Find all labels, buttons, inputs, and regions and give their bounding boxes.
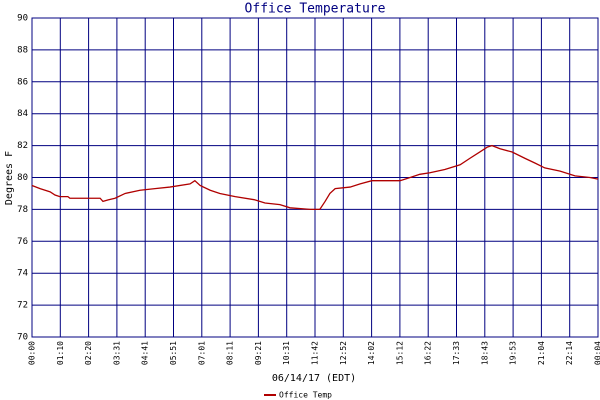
x-tick-label: 10:31 — [282, 341, 291, 365]
x-tick-label: 14:02 — [367, 341, 376, 365]
y-tick-label: 82 — [17, 141, 28, 151]
y-tick-label: 80 — [17, 173, 28, 183]
x-tick-label: 21:04 — [537, 341, 546, 365]
y-tick-label: 86 — [17, 77, 28, 87]
x-tick-label: 03:31 — [112, 341, 121, 365]
x-tick-label: 07:01 — [197, 341, 206, 365]
x-tick-label: 16:22 — [424, 341, 433, 365]
y-tick-label: 90 — [17, 14, 28, 24]
x-tick-label: 17:33 — [452, 341, 461, 365]
data-line — [31, 144, 599, 211]
x-tick-label: 15:12 — [395, 341, 404, 365]
x-tick-label: 12:52 — [339, 341, 348, 365]
y-tick-label: 84 — [17, 109, 28, 119]
x-tick-label: 00:04 — [594, 341, 600, 365]
x-tick-label: 08:11 — [226, 341, 235, 365]
y-tick-label: 72 — [17, 301, 28, 311]
chart-title: Office Temperature — [245, 2, 386, 17]
x-tick-label: 04:41 — [141, 341, 150, 365]
x-tick-label: 09:21 — [254, 341, 263, 365]
y-tick-label: 76 — [17, 237, 28, 247]
x-tick-label: 01:10 — [56, 341, 65, 365]
x-tick-label: 22:14 — [565, 341, 574, 365]
x-tick-label: 19:53 — [509, 341, 518, 365]
x-tick-label: 05:51 — [169, 341, 178, 365]
y-tick-label: 88 — [17, 45, 28, 55]
y-tick-label: 70 — [17, 333, 28, 343]
x-tick-label: 18:43 — [480, 341, 489, 365]
y-tick-label: 78 — [17, 205, 28, 215]
x-tick-label: 11:42 — [311, 341, 320, 365]
x-tick-label: 00:00 — [28, 341, 37, 365]
x-tick-label: 02:20 — [84, 341, 93, 365]
y-axis-title: Degrees F — [4, 151, 15, 205]
legend-label: Office Temp — [279, 391, 332, 400]
y-tick-label: 74 — [17, 269, 28, 279]
x-axis-title: 06/14/17 (EDT) — [272, 373, 356, 384]
